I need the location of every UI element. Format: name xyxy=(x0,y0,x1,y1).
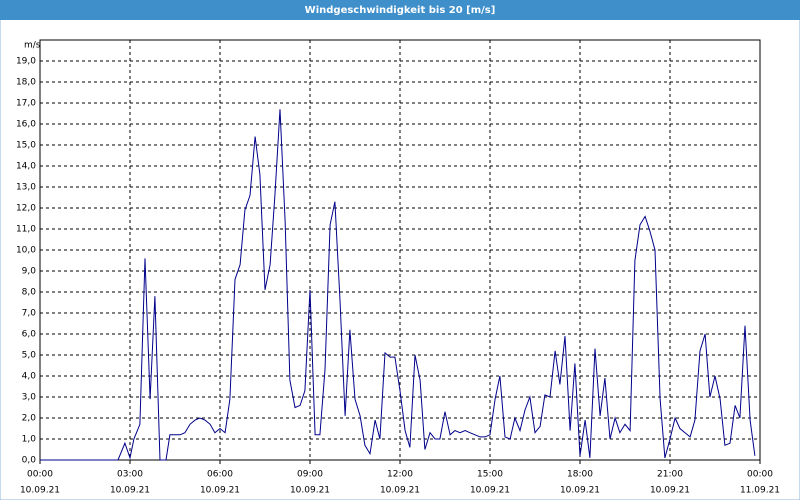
plot-frame xyxy=(39,39,761,461)
y-tick-label: 10,0 xyxy=(16,246,36,256)
x-tick-date: 10.09.21 xyxy=(380,486,420,496)
x-tick-date: 11.09.21 xyxy=(740,486,780,496)
chart-title: Windgeschwindigkeit bis 20 [m/s] xyxy=(305,5,496,16)
y-tick-label: 18,0 xyxy=(16,78,36,88)
y-tick-label: 4,0 xyxy=(22,372,37,382)
x-tick-label: 09:00 xyxy=(297,470,323,480)
y-tick-label: 1,0 xyxy=(22,435,37,445)
y-tick-label: 14,0 xyxy=(16,162,36,172)
y-tick-label: 13,0 xyxy=(16,183,36,193)
y-tick-label: 0,0 xyxy=(22,456,37,466)
y-tick-label: 19,0 xyxy=(16,57,36,67)
data-line xyxy=(40,109,756,461)
y-tick-label: 6,0 xyxy=(22,330,37,340)
x-tick-label: 03:00 xyxy=(117,470,143,480)
x-tick-date: 10.09.21 xyxy=(470,486,510,496)
x-tick-label: 12:00 xyxy=(387,470,413,480)
x-tick-label: 00:00 xyxy=(747,470,773,480)
y-tick-label: 16,0 xyxy=(16,120,36,130)
title-bar xyxy=(0,0,800,20)
x-tick-date: 10.09.21 xyxy=(650,486,690,496)
y-tick-label: 3,0 xyxy=(22,393,37,403)
x-tick-date: 10.09.21 xyxy=(200,486,240,496)
y-tick-label: 15,0 xyxy=(16,141,36,151)
x-tick-date: 10.09.21 xyxy=(20,486,60,496)
y-axis-unit: m/s xyxy=(24,41,41,51)
y-tick-label: 11,0 xyxy=(16,225,36,235)
x-tick-date: 10.09.21 xyxy=(290,486,330,496)
x-tick-label: 00:00 xyxy=(27,470,53,480)
x-tick-date: 10.09.21 xyxy=(110,486,150,496)
y-tick-label: 12,0 xyxy=(16,204,36,214)
x-tick-label: 06:00 xyxy=(207,470,233,480)
y-tick-label: 5,0 xyxy=(22,351,37,361)
x-tick-date: 10.09.21 xyxy=(560,486,600,496)
x-tick-label: 18:00 xyxy=(567,470,593,480)
y-tick-label: 7,0 xyxy=(22,309,37,319)
y-tick-label: 9,0 xyxy=(22,267,37,277)
y-tick-label: 8,0 xyxy=(22,288,37,298)
y-tick-label: 17,0 xyxy=(16,99,36,109)
x-tick-label: 21:00 xyxy=(657,470,683,480)
y-tick-label: 2,0 xyxy=(22,414,37,424)
x-tick-label: 15:00 xyxy=(477,470,503,480)
